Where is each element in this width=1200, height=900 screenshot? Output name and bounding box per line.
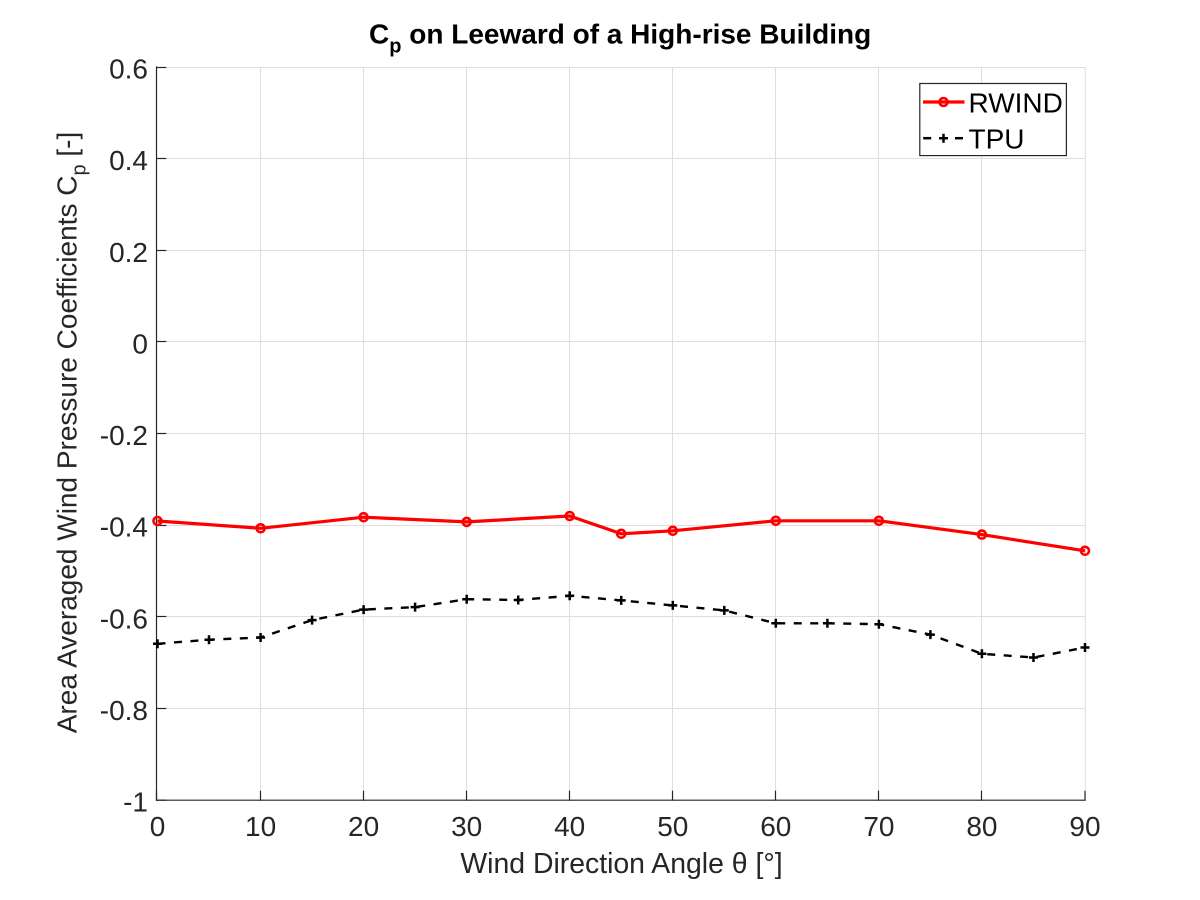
svg-text:60: 60 <box>760 811 791 842</box>
svg-text:0.4: 0.4 <box>109 145 148 176</box>
svg-text:40: 40 <box>554 811 585 842</box>
svg-text:0: 0 <box>132 329 148 360</box>
svg-text:20: 20 <box>348 811 379 842</box>
svg-text:TPU: TPU <box>969 123 1025 154</box>
svg-text:-1: -1 <box>123 787 148 818</box>
svg-text:80: 80 <box>966 811 997 842</box>
svg-text:Wind Direction Angle θ [°]: Wind Direction Angle θ [°] <box>460 848 782 880</box>
svg-text:30: 30 <box>451 811 482 842</box>
svg-text:-0.8: -0.8 <box>100 695 148 726</box>
svg-text:70: 70 <box>863 811 894 842</box>
svg-text:RWIND: RWIND <box>969 88 1063 119</box>
svg-text:50: 50 <box>657 811 688 842</box>
svg-text:0.6: 0.6 <box>109 54 148 85</box>
svg-text:0: 0 <box>150 811 166 842</box>
svg-text:-0.4: -0.4 <box>100 512 148 543</box>
svg-text:-0.2: -0.2 <box>100 420 148 451</box>
svg-text:10: 10 <box>245 811 276 842</box>
svg-text:-0.6: -0.6 <box>100 603 148 634</box>
svg-text:0.2: 0.2 <box>109 237 148 268</box>
svg-text:90: 90 <box>1069 811 1100 842</box>
